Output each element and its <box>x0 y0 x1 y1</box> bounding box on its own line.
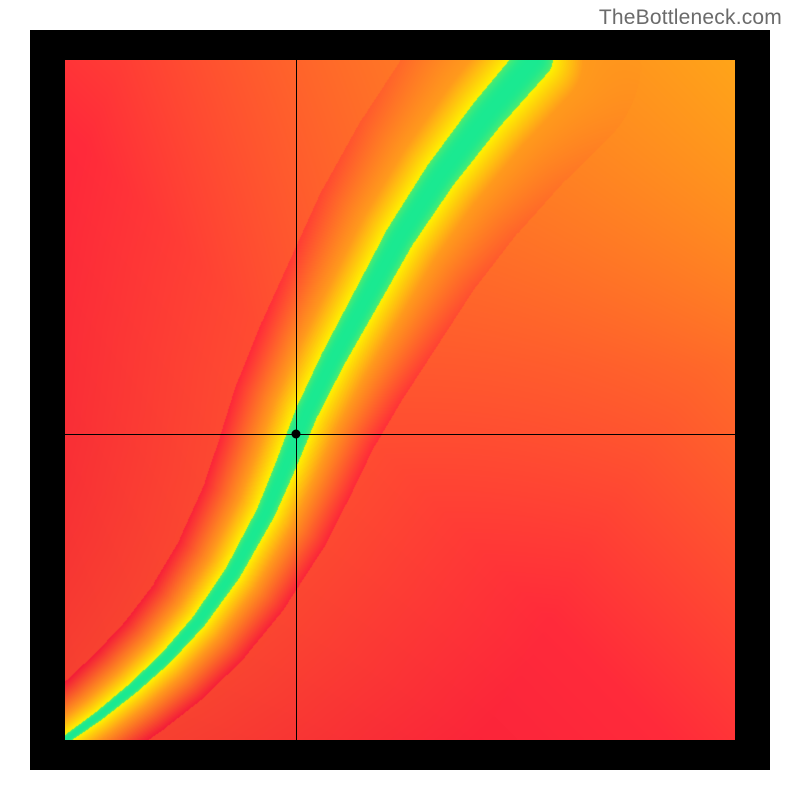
watermark: TheBottleneck.com <box>599 6 782 30</box>
heatmap-plot <box>65 60 735 740</box>
crosshair-marker <box>292 430 301 439</box>
crosshair-horizontal <box>65 434 735 435</box>
crosshair-vertical <box>296 60 297 740</box>
